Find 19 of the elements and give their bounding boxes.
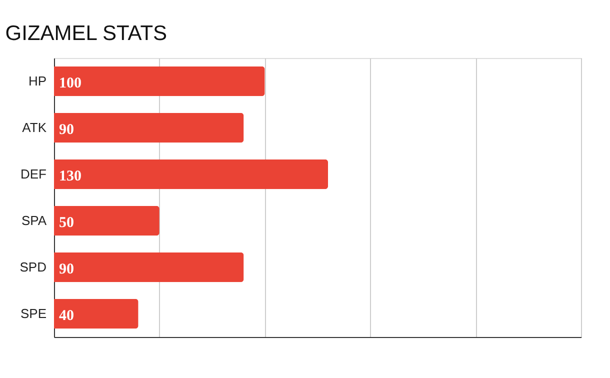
bar	[54, 252, 244, 282]
bar	[54, 112, 244, 143]
bar	[54, 298, 138, 329]
bar	[54, 159, 328, 190]
bar	[54, 66, 265, 96]
bar	[54, 206, 160, 236]
y-tick-label: SPA	[21, 212, 47, 228]
y-tick-label: SPE	[20, 306, 47, 321]
y-tick-label: DEF	[20, 166, 47, 182]
chart-title: GIZAMEL STATS	[5, 22, 168, 45]
y-tick-label: HP	[28, 73, 46, 88]
data-label: 90	[59, 122, 74, 138]
data-label: 130	[59, 168, 82, 184]
data-label: 100	[59, 75, 82, 92]
y-tick-label: SPD	[20, 259, 46, 274]
data-label: 90	[59, 261, 74, 278]
y-tick-label: ATK	[22, 120, 47, 135]
data-label: 40	[59, 308, 74, 324]
data-label: 50	[59, 214, 74, 231]
